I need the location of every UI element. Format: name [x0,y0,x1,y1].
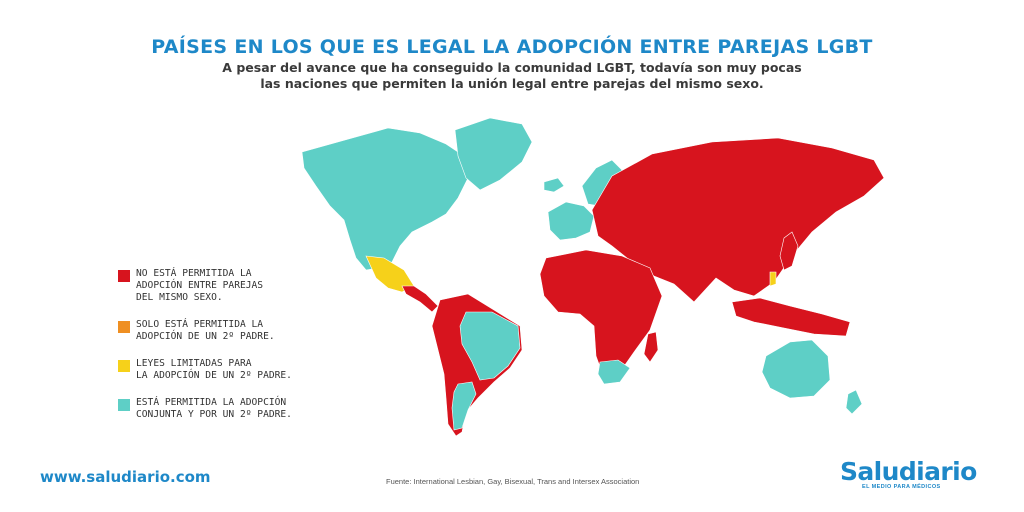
legend-label-line: SOLO ESTÁ PERMITIDA LA [136,319,264,330]
legend-label-line: DEL MISMO SEXO. [136,292,223,303]
legend-item-allowed: ESTÁ PERMITIDA LA ADOPCIÓN CONJUNTA Y PO… [118,397,308,421]
legend-label-line: LEYES LIMITADAS PARA [136,358,252,369]
legend-swatch-not-allowed [118,270,130,282]
map-region-taiwan [769,271,777,287]
legend-swatch-limited [118,360,130,372]
legend-label-line: CONJUNTA Y POR UN 2º PADRE. [136,409,292,420]
map-region-iceland [543,177,565,193]
page-title: PAÍSES EN LOS QUE ES LEGAL LA ADOPCIÓN E… [151,36,873,58]
legend-swatch-second-parent-only [118,321,130,333]
map-region-africa [539,249,663,379]
legend-item-not-allowed: NO ESTÁ PERMITIDA LA ADOPCIÓN ENTRE PARE… [118,268,308,304]
map-region-north-america [301,127,471,271]
map-region-japan [779,231,799,271]
page-subtitle: A pesar del avance que ha conseguido la … [0,60,1024,92]
legend-swatch-allowed [118,399,130,411]
source-note: Fuente: International Lesbian, Gay, Bise… [386,477,640,486]
brand-name: Saludiario [840,457,977,486]
map-region-south-africa [597,359,631,385]
legend-label-line: ADOPCIÓN ENTRE PAREJAS [136,280,264,291]
legend-label-line: ADOPCIÓN DE UN 2º PADRE. [136,331,275,342]
legend-label-allowed: ESTÁ PERMITIDA LA ADOPCIÓN CONJUNTA Y PO… [136,397,308,421]
legend-label-second-parent-only: SOLO ESTÁ PERMITIDA LA ADOPCIÓN DE UN 2º… [136,319,308,343]
map-region-australia [761,339,831,399]
map-region-new-zealand [845,389,863,415]
map-region-brazil [459,311,521,381]
brand-logo: Saludiario EL MEDIO PARA MÉDICOS [840,457,1000,491]
subtitle-line: las naciones que permiten la unión legal… [260,76,764,91]
website-link[interactable]: www.saludiario.com [40,468,211,486]
map-region-madagascar [643,331,659,363]
legend-item-limited: LEYES LIMITADAS PARA LA ADOPCIÓN DE UN 2… [118,358,308,382]
map-region-central-america [401,285,439,313]
legend-label-not-allowed: NO ESTÁ PERMITIDA LA ADOPCIÓN ENTRE PARE… [136,268,308,304]
subtitle-line: A pesar del avance que ha conseguido la … [222,60,802,75]
brand-tagline: EL MEDIO PARA MÉDICOS [862,484,941,490]
map-region-southeast-asia [731,297,851,337]
map-region-western-europe [547,201,595,241]
map-region-greenland [454,117,533,191]
legend-label-line: LA ADOPCIÓN DE UN 2º PADRE. [136,370,292,381]
legend-label-line: ESTÁ PERMITIDA LA ADOPCIÓN [136,397,287,408]
legend-label-line: NO ESTÁ PERMITIDA LA [136,268,252,279]
map-legend: NO ESTÁ PERMITIDA LA ADOPCIÓN ENTRE PARE… [118,268,308,421]
map-region-argentina [451,381,477,431]
legend-item-second-parent-only: SOLO ESTÁ PERMITIDA LA ADOPCIÓN DE UN 2º… [118,319,308,343]
legend-label-limited: LEYES LIMITADAS PARA LA ADOPCIÓN DE UN 2… [136,358,308,382]
